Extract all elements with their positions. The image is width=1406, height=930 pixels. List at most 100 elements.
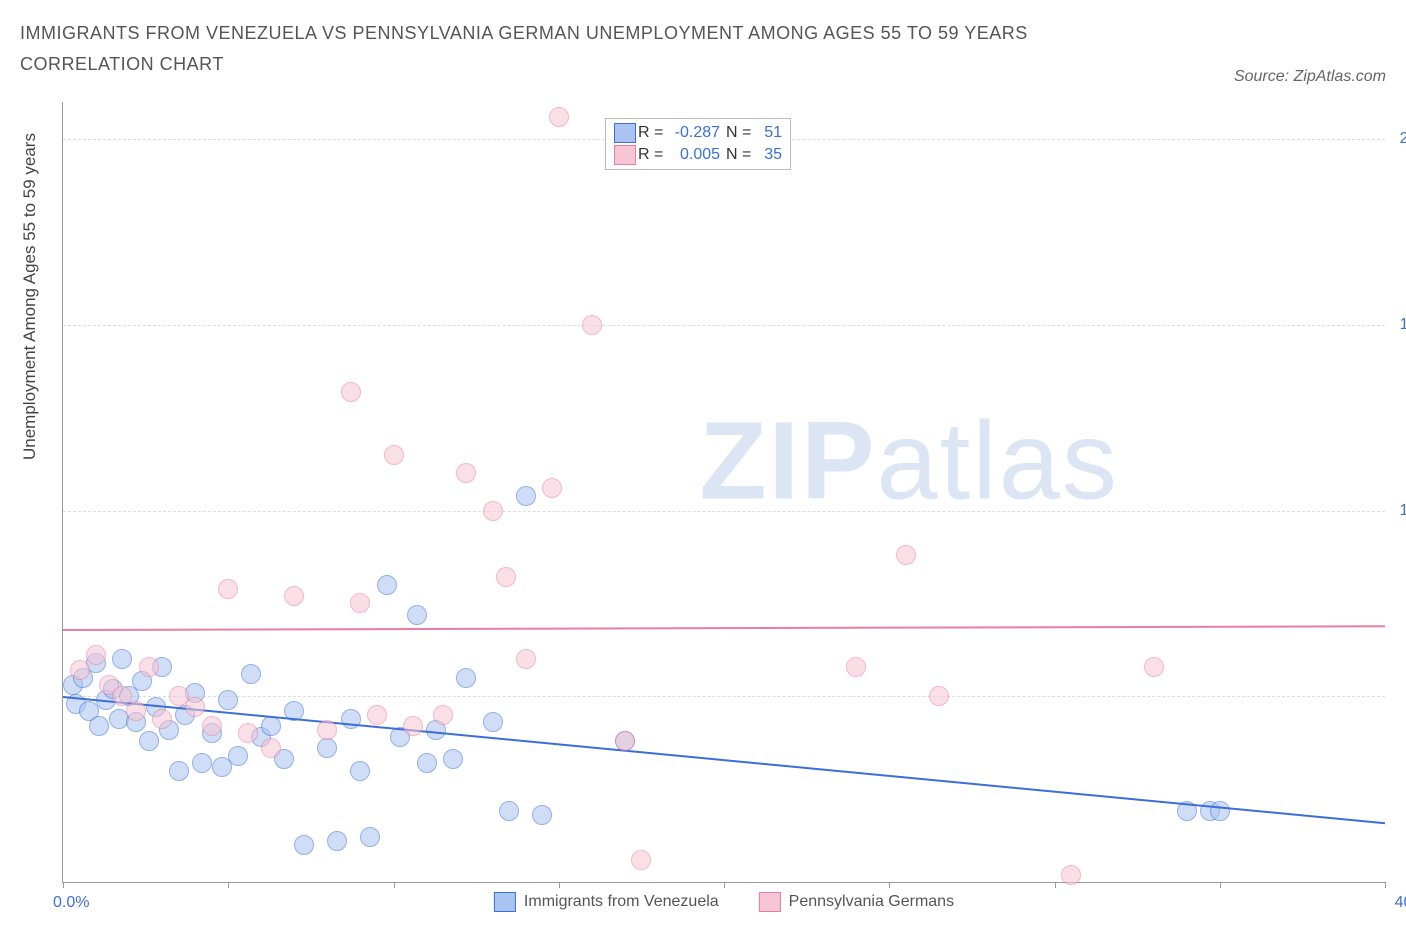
data-point xyxy=(483,501,503,521)
x-tick xyxy=(1385,882,1386,888)
data-point xyxy=(407,605,427,625)
data-point xyxy=(241,664,261,684)
data-point xyxy=(433,705,453,725)
data-point xyxy=(456,463,476,483)
data-point xyxy=(417,753,437,773)
stat-r-value: 0.005 xyxy=(666,146,726,164)
data-point xyxy=(403,716,423,736)
data-point xyxy=(89,716,109,736)
data-point xyxy=(202,716,222,736)
data-point xyxy=(238,723,258,743)
data-point xyxy=(341,382,361,402)
data-point xyxy=(1210,801,1230,821)
data-point xyxy=(169,761,189,781)
watermark: ZIPatlas xyxy=(699,397,1118,524)
trend-line xyxy=(63,696,1385,824)
stat-r-label: R = xyxy=(638,146,666,164)
stat-r-value: -0.287 xyxy=(666,124,726,142)
data-point xyxy=(499,801,519,821)
stat-r-label: R = xyxy=(638,124,666,142)
stat-n-value: 51 xyxy=(754,124,782,142)
scatter-plot-area: 0.0% 40.0% 5.0%10.0%15.0%20.0%ZIPatlasR … xyxy=(62,102,1385,883)
data-point xyxy=(516,649,536,669)
data-point xyxy=(218,690,238,710)
data-point xyxy=(615,731,635,751)
data-point xyxy=(228,746,248,766)
stat-n-label: N = xyxy=(726,124,754,142)
x-tick xyxy=(228,882,229,888)
data-point xyxy=(112,649,132,669)
data-point xyxy=(367,705,387,725)
x-tick xyxy=(889,882,890,888)
source-attribution: Source: ZipAtlas.com xyxy=(1234,18,1386,86)
data-point xyxy=(218,579,238,599)
x-tick xyxy=(724,882,725,888)
stat-n-value: 35 xyxy=(754,146,782,164)
x-tick xyxy=(1220,882,1221,888)
legend-swatch xyxy=(614,145,636,165)
y-tick-label: 10.0% xyxy=(1390,502,1406,520)
legend-item: Pennsylvania Germans xyxy=(759,892,954,912)
stats-legend-box: R =-0.287N =51 R =0.005N =35 xyxy=(605,118,791,170)
x-axis-min-label: 0.0% xyxy=(53,894,89,912)
data-point xyxy=(192,753,212,773)
data-point xyxy=(360,827,380,847)
data-point xyxy=(1061,865,1081,885)
stat-n-label: N = xyxy=(726,146,754,164)
data-point xyxy=(516,486,536,506)
data-point xyxy=(483,712,503,732)
y-tick-label: 20.0% xyxy=(1390,130,1406,148)
data-point xyxy=(443,749,463,769)
data-point xyxy=(317,720,337,740)
data-point xyxy=(1144,657,1164,677)
data-point xyxy=(70,660,90,680)
data-point xyxy=(542,478,562,498)
x-axis-max-label: 40.0% xyxy=(1395,894,1406,912)
data-point xyxy=(327,831,347,851)
gridline xyxy=(63,696,1385,697)
data-point xyxy=(261,738,281,758)
y-tick-label: 5.0% xyxy=(1390,687,1406,705)
x-tick xyxy=(63,882,64,888)
legend-swatch xyxy=(614,123,636,143)
data-point xyxy=(582,315,602,335)
data-point xyxy=(86,645,106,665)
y-axis-label: Unemployment Among Ages 55 to 59 years xyxy=(20,133,40,460)
legend-swatch xyxy=(494,892,516,912)
data-point xyxy=(126,701,146,721)
gridline xyxy=(63,325,1385,326)
legend-swatch xyxy=(759,892,781,912)
data-point xyxy=(532,805,552,825)
data-point xyxy=(631,850,651,870)
legend-item: Immigrants from Venezuela xyxy=(494,892,719,912)
data-point xyxy=(284,586,304,606)
data-point xyxy=(496,567,516,587)
data-point xyxy=(846,657,866,677)
data-point xyxy=(294,835,314,855)
data-point xyxy=(317,738,337,758)
data-point xyxy=(929,686,949,706)
bottom-legend: Immigrants from Venezuela Pennsylvania Ge… xyxy=(494,892,954,912)
header: IMMIGRANTS FROM VENEZUELA VS PENNSYLVANI… xyxy=(0,0,1406,86)
data-point xyxy=(261,716,281,736)
x-tick xyxy=(394,882,395,888)
legend-label: Immigrants from Venezuela xyxy=(524,893,719,911)
data-point xyxy=(456,668,476,688)
data-point xyxy=(139,731,159,751)
data-point xyxy=(350,761,370,781)
data-point xyxy=(549,107,569,127)
y-tick-label: 15.0% xyxy=(1390,316,1406,334)
gridline xyxy=(63,511,1385,512)
legend-label: Pennsylvania Germans xyxy=(789,893,954,911)
data-point xyxy=(152,709,172,729)
data-point xyxy=(185,697,205,717)
data-point xyxy=(350,593,370,613)
data-point xyxy=(377,575,397,595)
data-point xyxy=(896,545,916,565)
chart-title: IMMIGRANTS FROM VENEZUELA VS PENNSYLVANI… xyxy=(20,18,1120,79)
trend-line xyxy=(63,626,1385,632)
x-tick xyxy=(559,882,560,888)
data-point xyxy=(139,657,159,677)
data-point xyxy=(384,445,404,465)
x-tick xyxy=(1055,882,1056,888)
